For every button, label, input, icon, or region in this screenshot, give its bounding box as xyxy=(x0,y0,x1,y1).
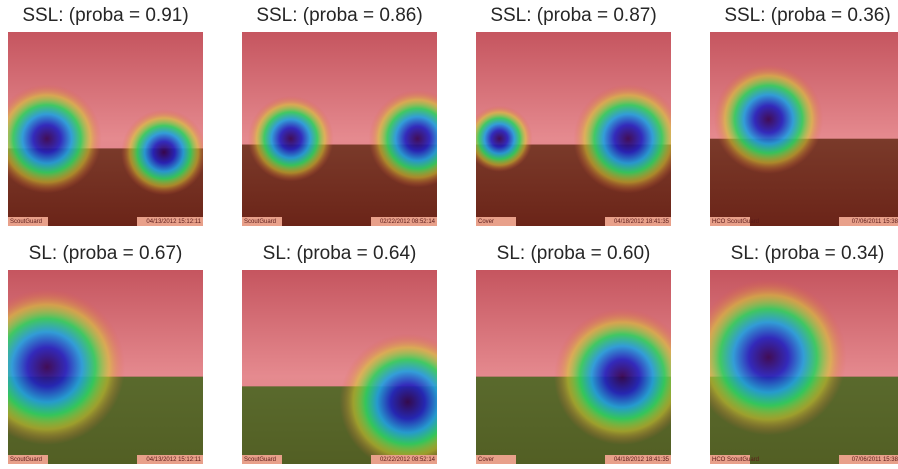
panel-title: SSL: (proba = 0.87) xyxy=(490,5,656,26)
panel-title: SL: (proba = 0.34) xyxy=(731,243,885,264)
heatmap-image: ScoutGuard 04/13/2012 15:12:11 xyxy=(0,32,207,226)
stamp-right: 02/22/2012 08:52:14 xyxy=(380,219,436,225)
heat-blob xyxy=(121,109,207,195)
stamp-right: 02/22/2012 08:52:14 xyxy=(380,457,436,463)
panel-title: SSL: (proba = 0.36) xyxy=(724,5,890,26)
heatmap-image: Cover 04/18/2012 18:41:35 xyxy=(466,32,682,226)
panel-title: SL: (proba = 0.67) xyxy=(29,243,183,264)
heat-blob xyxy=(714,65,823,174)
stamp-left: ScoutGuard xyxy=(244,457,276,463)
stamp-left: Cover xyxy=(478,457,494,463)
heat-blob xyxy=(554,308,691,445)
stamp-right: 04/18/2012 18:41:35 xyxy=(614,457,670,463)
heatmap-image: HCO ScoutGuard 07/06/2011 15:38:2 xyxy=(710,32,898,226)
stamp-left: HCO ScoutGuard xyxy=(712,219,759,225)
stamp-right: 07/06/2011 15:38:2 xyxy=(852,219,898,225)
panel-title: SL: (proba = 0.64) xyxy=(263,243,417,264)
heatmap-image: HCO ScoutGuard 07/06/2011 15:38:2 xyxy=(691,270,898,464)
stamp-right: 04/13/2012 15:12:11 xyxy=(146,219,201,225)
stamp-left: ScoutGuard xyxy=(244,219,276,225)
heatmap-image: Cover 04/18/2012 18:41:35 xyxy=(476,270,691,464)
heat-blob xyxy=(574,84,683,193)
heat-blob xyxy=(369,90,467,188)
panel-title: SL: (proba = 0.60) xyxy=(497,243,651,264)
heatmap-image: ScoutGuard 02/22/2012 08:52:14 xyxy=(242,270,476,464)
stamp-left: HCO ScoutGuard xyxy=(712,457,759,463)
panel-title: SSL: (proba = 0.91) xyxy=(22,5,188,26)
heat-blob xyxy=(340,334,477,464)
heatmap-image: ScoutGuard 02/22/2012 08:52:14 xyxy=(242,32,466,226)
heat-blob xyxy=(691,279,847,435)
heatmap-image: ScoutGuard 04/13/2012 15:12:11 xyxy=(0,270,203,464)
heat-blob xyxy=(466,106,532,172)
stamp-left: ScoutGuard xyxy=(10,219,42,225)
stamp-right: 07/06/2011 15:38:2 xyxy=(852,457,898,463)
stamp-left: ScoutGuard xyxy=(10,457,42,463)
stamp-right: 04/18/2012 18:41:35 xyxy=(614,219,670,225)
stamp-right: 04/13/2012 15:12:11 xyxy=(146,457,201,463)
stamp-left: Cover xyxy=(478,219,494,225)
heat-blob xyxy=(248,96,334,182)
panel-title: SSL: (proba = 0.86) xyxy=(256,5,422,26)
